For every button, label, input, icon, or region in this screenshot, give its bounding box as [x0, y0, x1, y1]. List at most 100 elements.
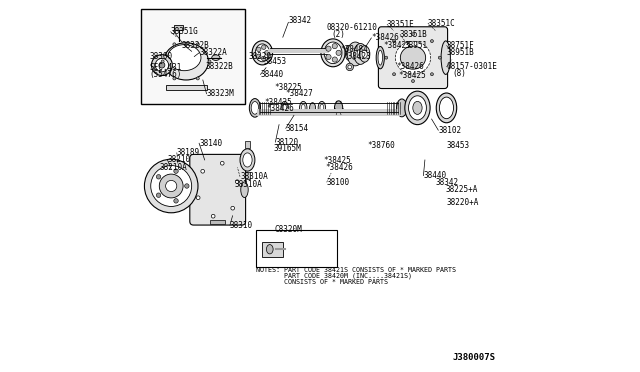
- Ellipse shape: [436, 93, 457, 123]
- Text: *38425: *38425: [264, 98, 292, 107]
- Circle shape: [385, 56, 388, 59]
- Circle shape: [257, 47, 261, 52]
- Text: 38951: 38951: [405, 41, 428, 50]
- Circle shape: [326, 46, 331, 51]
- Text: 38220: 38220: [248, 52, 272, 61]
- Text: 08157-0301E: 08157-0301E: [447, 62, 497, 71]
- Text: 38100: 38100: [326, 178, 350, 187]
- Circle shape: [332, 44, 337, 49]
- Circle shape: [201, 169, 205, 173]
- Text: 38440: 38440: [260, 70, 284, 79]
- Ellipse shape: [360, 46, 370, 62]
- Ellipse shape: [347, 42, 364, 66]
- Ellipse shape: [164, 43, 209, 80]
- Ellipse shape: [202, 177, 207, 195]
- Ellipse shape: [347, 48, 351, 58]
- Text: *38423: *38423: [343, 52, 371, 61]
- Text: J380007S: J380007S: [452, 353, 495, 362]
- Circle shape: [156, 193, 161, 198]
- Circle shape: [174, 169, 179, 173]
- Bar: [256, 230, 337, 267]
- FancyBboxPatch shape: [190, 154, 246, 225]
- Circle shape: [151, 166, 191, 206]
- Text: 38453: 38453: [263, 57, 286, 66]
- Text: *38484: *38484: [340, 45, 368, 54]
- Text: SEC.431: SEC.431: [150, 63, 182, 72]
- Text: 38322B: 38322B: [182, 41, 209, 50]
- Ellipse shape: [252, 41, 273, 65]
- Ellipse shape: [441, 41, 451, 74]
- Ellipse shape: [378, 50, 383, 65]
- Circle shape: [208, 60, 211, 63]
- Bar: [211, 220, 225, 224]
- Circle shape: [392, 73, 396, 76]
- Text: PART CODE 38420M (INC....38421S): PART CODE 38420M (INC....38421S): [256, 273, 412, 279]
- Circle shape: [156, 58, 168, 72]
- Bar: [141, 9, 245, 104]
- Circle shape: [196, 196, 200, 200]
- Text: 38342: 38342: [289, 16, 312, 25]
- Text: 38951B: 38951B: [447, 48, 474, 57]
- Text: *38425: *38425: [324, 156, 351, 165]
- Ellipse shape: [243, 153, 252, 167]
- Ellipse shape: [324, 42, 342, 64]
- Text: 38351G: 38351G: [170, 27, 198, 36]
- Text: 38453: 38453: [447, 141, 470, 150]
- Circle shape: [220, 161, 224, 165]
- Ellipse shape: [354, 44, 367, 64]
- Ellipse shape: [266, 245, 273, 254]
- Circle shape: [438, 56, 441, 59]
- Text: 38351E: 38351E: [387, 20, 415, 29]
- Ellipse shape: [413, 102, 422, 115]
- Circle shape: [196, 43, 199, 46]
- Circle shape: [412, 80, 415, 83]
- Circle shape: [262, 56, 266, 61]
- Ellipse shape: [208, 173, 218, 199]
- Text: 38220+A: 38220+A: [447, 198, 479, 207]
- Ellipse shape: [397, 99, 407, 117]
- Text: 38751F: 38751F: [447, 41, 474, 50]
- Text: *38426: *38426: [396, 62, 424, 71]
- Text: (2): (2): [331, 30, 345, 39]
- Ellipse shape: [255, 44, 269, 62]
- Circle shape: [431, 39, 433, 42]
- Ellipse shape: [376, 46, 385, 69]
- Bar: [174, 25, 183, 30]
- Ellipse shape: [283, 104, 287, 112]
- Bar: [245, 172, 250, 179]
- Circle shape: [159, 174, 183, 198]
- Circle shape: [346, 63, 353, 71]
- Text: 38210A: 38210A: [159, 163, 187, 172]
- Text: 38323M: 38323M: [207, 89, 234, 98]
- Circle shape: [348, 65, 351, 69]
- Ellipse shape: [301, 104, 305, 112]
- Circle shape: [173, 43, 176, 46]
- Ellipse shape: [240, 149, 255, 171]
- Ellipse shape: [357, 49, 364, 59]
- Text: (55476): (55476): [150, 70, 182, 79]
- Text: *38760: *38760: [367, 141, 396, 150]
- Circle shape: [211, 214, 215, 218]
- Ellipse shape: [300, 102, 307, 115]
- Text: 39165M: 39165M: [273, 144, 301, 153]
- Circle shape: [262, 45, 266, 49]
- Text: 38440: 38440: [424, 171, 447, 180]
- Text: 38310A: 38310A: [234, 180, 262, 189]
- Bar: [166, 85, 207, 90]
- Text: *38427: *38427: [285, 89, 313, 98]
- Ellipse shape: [251, 102, 259, 114]
- Text: *38426: *38426: [326, 163, 353, 172]
- Text: *38426: *38426: [371, 33, 399, 42]
- Ellipse shape: [362, 50, 367, 58]
- Text: C8320M: C8320M: [275, 225, 302, 234]
- Circle shape: [174, 199, 179, 203]
- Circle shape: [231, 206, 235, 210]
- Ellipse shape: [408, 96, 426, 120]
- Ellipse shape: [168, 45, 201, 71]
- Ellipse shape: [241, 182, 248, 198]
- Circle shape: [326, 54, 331, 60]
- Text: 38322A: 38322A: [199, 48, 227, 57]
- Ellipse shape: [335, 101, 342, 115]
- Circle shape: [152, 55, 172, 76]
- Text: 38351C: 38351C: [428, 19, 456, 28]
